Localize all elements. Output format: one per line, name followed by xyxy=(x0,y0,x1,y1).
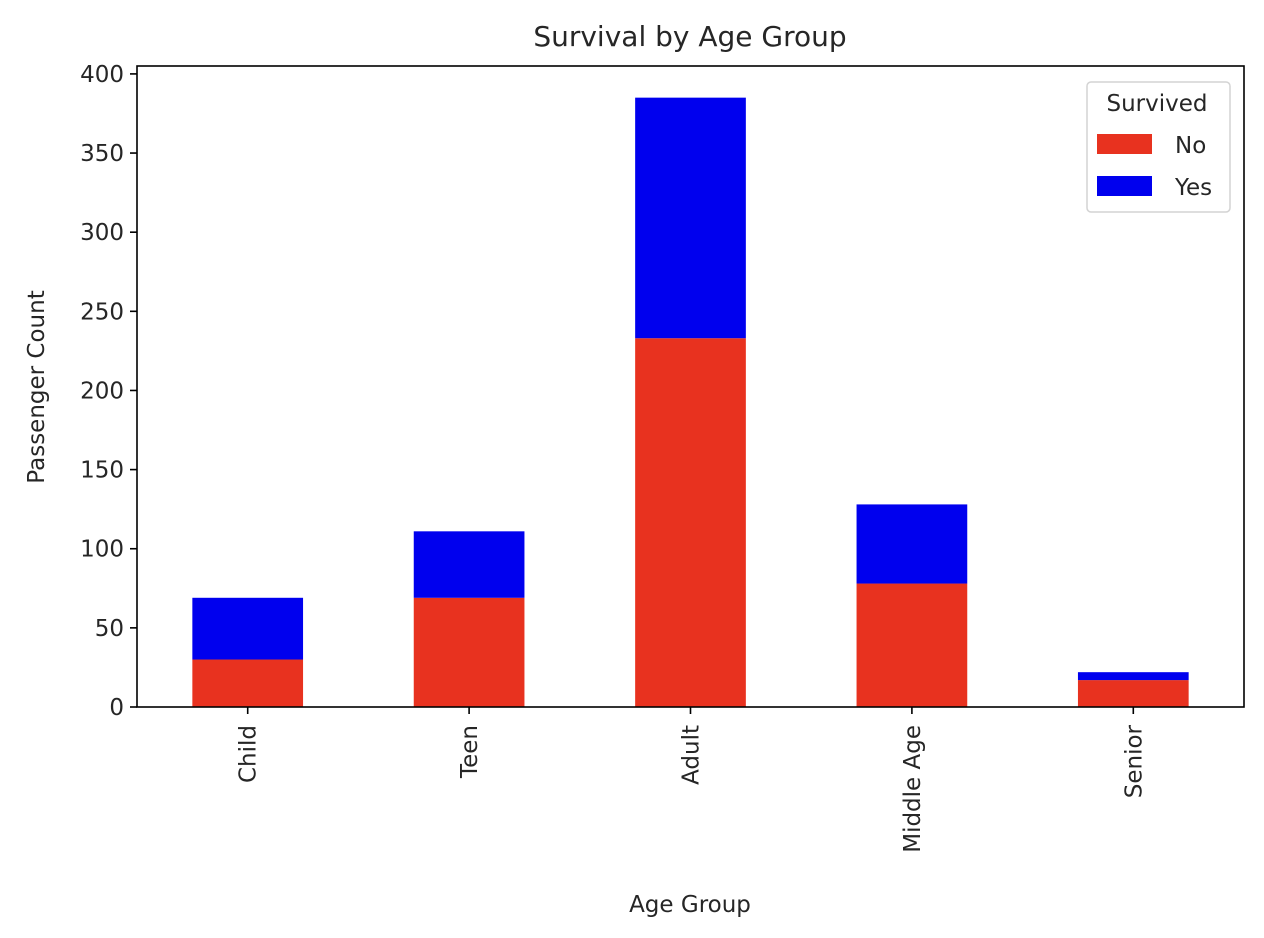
y-tick-label: 350 xyxy=(80,141,124,167)
y-tick-label: 400 xyxy=(80,62,124,88)
bar-no-middle-age xyxy=(856,583,968,707)
bar-yes-middle-age xyxy=(856,504,968,584)
x-tick-label: Teen xyxy=(457,725,483,779)
bar-yes-adult xyxy=(635,97,746,339)
y-tick-label: 200 xyxy=(80,378,124,404)
x-axis-title: Age Group xyxy=(629,892,751,918)
legend-label-yes: Yes xyxy=(1174,175,1212,201)
bar-yes-senior xyxy=(1077,672,1189,681)
plot-area-frame xyxy=(136,65,1245,708)
legend-label-no: No xyxy=(1175,133,1206,159)
bar-no-teen xyxy=(413,597,525,707)
chart-title: Survival by Age Group xyxy=(533,20,846,53)
y-tick-label: 300 xyxy=(80,220,124,246)
x-tick-label: Adult xyxy=(679,725,705,785)
bar-yes-teen xyxy=(413,531,525,598)
y-axis-title: Passenger Count xyxy=(24,290,50,483)
y-tick-label: 250 xyxy=(80,299,124,325)
y-tick-label: 50 xyxy=(95,616,124,642)
x-axis-ticks: Child Teen Adult Middle Age Senior xyxy=(236,707,1147,853)
x-tick-label: Senior xyxy=(1121,724,1147,798)
bar-no-senior xyxy=(1077,680,1189,707)
x-tick-label: Middle Age xyxy=(900,725,926,853)
y-tick-label: 150 xyxy=(80,458,124,484)
y-tick-label: 0 xyxy=(109,695,124,721)
y-axis-ticks: 0 50 100 150 200 250 300 350 400 xyxy=(80,62,137,721)
bars-layer xyxy=(192,97,1189,707)
legend-swatch-no xyxy=(1097,134,1152,154)
bar-yes-child xyxy=(192,597,304,660)
bar-no-adult xyxy=(635,338,746,707)
legend: Survived No Yes xyxy=(1086,81,1231,213)
legend-title: Survived xyxy=(1107,91,1208,117)
legend-swatch-yes xyxy=(1097,176,1152,196)
x-tick-label: Child xyxy=(236,725,262,783)
bar-no-child xyxy=(192,659,304,707)
y-tick-label: 100 xyxy=(80,537,124,563)
